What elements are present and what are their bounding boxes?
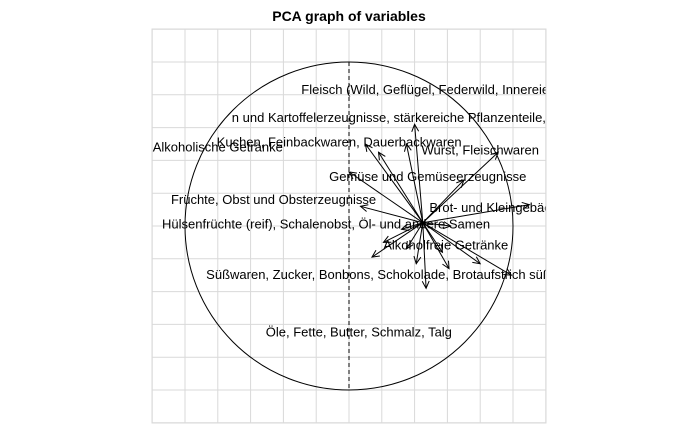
arrow-head xyxy=(400,223,410,231)
arrow-shaft xyxy=(422,222,443,253)
arrow-shaft xyxy=(422,222,481,265)
arrow-head xyxy=(371,249,380,258)
arrow-head xyxy=(442,260,450,270)
arrow-head xyxy=(442,221,452,230)
arrow-shaft xyxy=(414,124,424,223)
variable-label: Alkoholische Getränke xyxy=(153,139,283,154)
arrow-head xyxy=(472,256,482,265)
variable-labels: Fleisch (Wild, Geflügel, Federwild, Inne… xyxy=(153,82,578,340)
arrow-shaft xyxy=(378,151,424,223)
variable-label: Hülsenfrüchte (reif), Schalenobst, Öl- u… xyxy=(162,216,490,231)
arrow-shaft xyxy=(383,222,424,243)
variable-arrow xyxy=(422,222,513,276)
variable-arrows xyxy=(348,123,531,290)
variable-arrow xyxy=(422,222,444,254)
arrow-shaft xyxy=(422,204,530,224)
arrow-head xyxy=(359,204,369,212)
variable-label: Wurst, Fleischwaren xyxy=(421,143,539,158)
variable-arrow xyxy=(400,222,423,231)
variable-label: n und Kartoffelerzeugnisse, stärkereiche… xyxy=(232,110,578,125)
arrow-head xyxy=(490,151,500,160)
arrow-head xyxy=(382,235,392,243)
arrow-shaft xyxy=(422,179,465,224)
chart-title: PCA graph of variables xyxy=(272,8,426,24)
arrow-shaft xyxy=(371,222,424,258)
variable-arrow xyxy=(371,222,424,258)
variable-arrow xyxy=(421,222,430,290)
arrow-shaft xyxy=(422,222,450,269)
variable-label: Alkoholfreie Getränke xyxy=(383,238,508,253)
arrow-shaft xyxy=(348,171,424,224)
variable-arrow xyxy=(377,151,424,223)
variable-label: Süßwaren, Zucker, Bonbons, Schokolade, B… xyxy=(206,267,551,282)
variable-arrow xyxy=(359,204,423,224)
variable-arrow xyxy=(405,222,424,250)
variable-arrow xyxy=(348,171,424,224)
arrow-head xyxy=(348,171,357,180)
variable-arrow xyxy=(422,221,452,230)
arrow-head xyxy=(435,244,444,254)
variable-label: Öle, Fette, Butter, Schmalz, Talg xyxy=(266,325,452,340)
arrow-shaft xyxy=(415,222,424,264)
arrow-shaft xyxy=(422,222,512,276)
variable-arrow xyxy=(413,222,424,265)
arrow-shaft xyxy=(422,222,451,227)
variable-arrow xyxy=(382,222,424,243)
arrow-head xyxy=(405,240,414,250)
reference-lines xyxy=(184,61,514,391)
variable-label: Gemüse und Gemüseerzeugnisse xyxy=(329,169,526,184)
variable-arrow xyxy=(422,151,500,224)
arrow-head xyxy=(503,268,513,276)
variable-label: Brot- und Kleingebäck xyxy=(429,200,557,215)
variable-label: Früchte, Obst und Obsterzeugnisse xyxy=(171,192,376,207)
arrow-shaft xyxy=(401,222,423,230)
arrow-head xyxy=(421,280,430,290)
arrow-head xyxy=(413,255,422,265)
variable-arrow xyxy=(422,222,482,265)
arrow-shaft xyxy=(405,143,424,223)
variable-arrow xyxy=(403,142,424,223)
arrow-shaft xyxy=(422,151,499,224)
arrow-shaft xyxy=(422,222,427,289)
arrow-head xyxy=(364,143,373,152)
variable-arrow xyxy=(364,143,424,224)
variable-label: Fleisch (Wild, Geflügel, Federwild, Inne… xyxy=(301,82,560,97)
variable-arrow xyxy=(422,201,531,224)
variable-arrow xyxy=(422,179,465,224)
variable-arrow xyxy=(422,222,450,270)
arrow-shaft xyxy=(405,222,424,250)
arrow-shaft xyxy=(364,143,424,224)
arrow-head xyxy=(377,151,386,161)
plot-border xyxy=(151,28,547,424)
arrow-head xyxy=(456,179,465,188)
arrow-head xyxy=(411,123,420,132)
arrow-head xyxy=(403,142,412,152)
variable-arrow xyxy=(411,123,424,223)
variable-label: Kuchen, Feinbackwaren, Dauerbackwaren xyxy=(217,134,462,149)
arrow-shaft xyxy=(360,205,423,224)
arrow-head xyxy=(521,201,531,210)
